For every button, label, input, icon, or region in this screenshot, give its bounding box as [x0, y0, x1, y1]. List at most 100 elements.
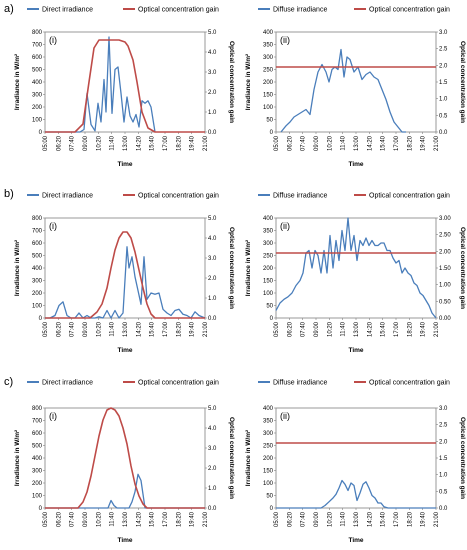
y-tick-label: 250 [263, 444, 274, 450]
y2-tick-label: 0.0 [208, 506, 217, 512]
y-tick-label: 600 [32, 431, 43, 437]
legend-entry: Optical concentration gain [138, 380, 219, 387]
y-tick-label: 150 [263, 279, 274, 285]
y2-tick-label: 5.0 [208, 30, 217, 36]
series-line-gain [45, 39, 205, 133]
x-tick-label: 18:20 [176, 135, 182, 151]
legend-entry: Diffuse irradiance [273, 7, 327, 14]
x-tick-label: 15:40 [150, 135, 156, 151]
series-line-irradiance [45, 473, 205, 509]
plot-frame [275, 31, 437, 133]
series-line-irradiance [280, 48, 406, 133]
x-tick-label: 05:00 [43, 511, 49, 527]
y2-tick-label: 1.5 [439, 456, 448, 462]
x-tick-label: 07:40 [70, 511, 76, 527]
x-tick-label: 09:00 [314, 135, 320, 151]
x-tick-label: 07:40 [70, 135, 76, 151]
chart-0-0: Direct irradiance Optical concentration g… [14, 7, 235, 169]
x-tick-label: 10:20 [327, 135, 333, 151]
y2-axis-label: Optical concentration gain [228, 41, 235, 123]
x-tick-label: 07:40 [70, 321, 76, 337]
series-line-irradiance [45, 246, 206, 319]
chart-legend: Direct irradiance Optical concentration g… [27, 7, 219, 14]
x-tick-label: 21:00 [434, 511, 440, 527]
y-tick-label: 350 [263, 43, 274, 49]
y-tick-label: 700 [32, 43, 43, 49]
y2-tick-label: 2.0 [208, 276, 217, 282]
y2-tick-label: 3.0 [439, 406, 448, 412]
x-tick-label: 17:00 [394, 511, 400, 527]
y-tick-label: 300 [32, 279, 43, 285]
legend-entry: Direct irradiance [42, 193, 93, 200]
x-tick-label: 15:40 [150, 321, 156, 337]
legend-entry: Optical concentration gain [138, 193, 219, 200]
y2-tick-label: 0.0 [439, 506, 448, 512]
series-line-gain [45, 407, 205, 509]
series-line-irradiance [276, 479, 436, 509]
y-tick-label: 150 [263, 469, 274, 475]
y-tick-label: 200 [32, 481, 43, 487]
x-tick-label: 09:00 [83, 135, 89, 151]
y2-tick-label: 2.0 [208, 90, 217, 96]
y-tick-label: 200 [32, 105, 43, 111]
y2-axis-label: Optical concentration gain [228, 227, 235, 309]
x-tick-label: 18:20 [407, 321, 413, 337]
x-axis-label: Time [117, 161, 132, 168]
legend-entry: Optical concentration gain [369, 193, 450, 200]
x-tick-label: 19:40 [421, 511, 427, 527]
x-tick-label: 06:20 [287, 321, 293, 337]
x-tick-label: 15:40 [381, 135, 387, 151]
y2-tick-label: 2.0 [439, 63, 448, 69]
y2-axis-label: Optical concentration gain [228, 417, 235, 499]
x-tick-label: 07:40 [301, 135, 307, 151]
y-tick-label: 500 [32, 444, 43, 450]
x-axis-label: Time [117, 347, 132, 354]
x-tick-label: 14:20 [367, 321, 373, 337]
chart-2-0: Direct irradiance Optical concentration g… [14, 380, 235, 545]
chart-legend: Diffuse irradiance Optical concentration … [258, 193, 450, 200]
x-tick-label: 21:00 [203, 135, 209, 151]
chart-legend: Direct irradiance Optical concentration g… [27, 193, 219, 200]
y2-tick-label: 0.0 [439, 130, 448, 136]
x-tick-label: 11:40 [110, 135, 116, 150]
chart-1-0: Direct irradiance Optical concentration g… [14, 193, 235, 355]
y-tick-label: 400 [263, 30, 274, 36]
y2-tick-label: 3.00 [439, 216, 451, 222]
plot-frame [275, 217, 437, 319]
legend-entry: Optical concentration gain [138, 7, 219, 14]
y2-axis-label: Optical concentration gain [459, 41, 466, 123]
y-tick-label: 0 [270, 506, 274, 512]
legend-entry: Direct irradiance [42, 380, 93, 387]
y-axis-label: Irradiance in W/m² [245, 53, 252, 110]
y-tick-label: 400 [263, 216, 274, 222]
x-tick-label: 19:40 [190, 135, 196, 151]
row-label-c: c) [4, 376, 13, 388]
y2-tick-label: 0.0 [208, 316, 217, 322]
panel-label: (i) [49, 221, 57, 231]
y-tick-label: 250 [263, 68, 274, 74]
y2-tick-label: 1.0 [208, 486, 217, 492]
x-tick-label: 06:20 [56, 511, 62, 527]
y2-tick-label: 4.0 [208, 236, 217, 242]
x-tick-label: 14:20 [367, 135, 373, 151]
y2-tick-label: 1.00 [439, 283, 451, 289]
x-tick-label: 15:40 [150, 511, 156, 527]
x-tick-label: 05:00 [274, 135, 280, 151]
y-tick-label: 800 [32, 30, 43, 36]
y-tick-label: 100 [263, 481, 274, 487]
y2-tick-label: 2.0 [439, 439, 448, 445]
y-tick-label: 300 [263, 55, 274, 61]
y2-tick-label: 4.0 [208, 426, 217, 432]
x-tick-label: 17:00 [163, 511, 169, 527]
x-tick-label: 06:20 [56, 321, 62, 337]
x-tick-label: 14:20 [136, 321, 142, 337]
y-tick-label: 350 [263, 419, 274, 425]
x-tick-label: 17:00 [163, 135, 169, 151]
y2-tick-label: 2.00 [439, 249, 451, 255]
y-tick-label: 100 [32, 118, 43, 124]
y2-tick-label: 1.5 [439, 80, 448, 86]
y2-tick-label: 2.5 [439, 47, 448, 53]
y2-tick-label: 5.0 [208, 406, 217, 412]
y-tick-label: 150 [263, 93, 274, 99]
